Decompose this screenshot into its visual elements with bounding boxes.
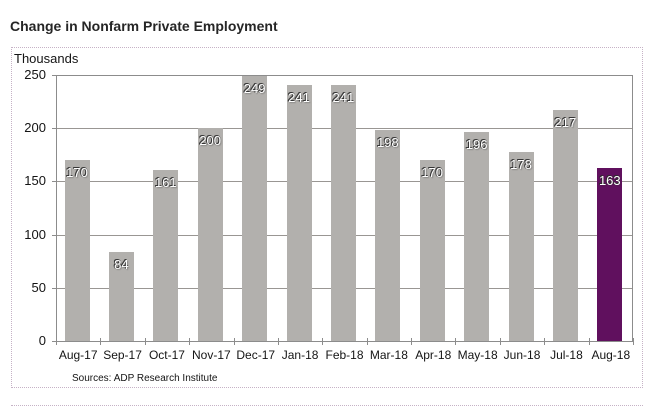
chart-title: Change in Nonfarm Private Employment — [10, 18, 278, 35]
y-axis-tick — [52, 288, 56, 289]
bar-Sep-17 — [108, 252, 134, 341]
y-axis-label-150: 150 — [24, 173, 46, 188]
y-axis-tick — [52, 181, 56, 182]
bar-May-18 — [464, 132, 490, 341]
x-axis-tick — [145, 338, 146, 345]
bar-value-label: 241 — [332, 90, 355, 105]
x-axis-label-May-18: May-18 — [457, 348, 498, 362]
x-axis-label-Dec-17: Dec-17 — [236, 348, 276, 362]
x-axis-label-Sep-17: Sep-17 — [103, 348, 142, 362]
y-axis-label-0: 0 — [38, 333, 46, 348]
bar-value-label: 170 — [421, 165, 444, 180]
x-axis-label-Jan-18: Jan-18 — [281, 348, 319, 362]
x-axis-tick — [189, 338, 190, 345]
bar-Dec-17 — [242, 76, 268, 341]
bar-value-label: 200 — [199, 133, 222, 148]
bar-Apr-18 — [419, 160, 445, 341]
source-note: Sources: ADP Research Institute — [72, 373, 218, 384]
x-axis-tick — [322, 338, 323, 345]
x-axis-label-Aug-17: Aug-17 — [58, 348, 98, 362]
bar-Oct-17 — [153, 170, 179, 341]
x-axis-tick — [278, 338, 279, 345]
x-axis-tick — [544, 338, 545, 345]
bar-Jun-18 — [508, 152, 534, 341]
bar-value-label: 170 — [66, 165, 88, 180]
cropped-next-panel-border — [11, 405, 643, 413]
bar-Nov-17 — [197, 128, 223, 341]
y-axis-units-label: Thousands — [14, 51, 79, 66]
x-axis-tick — [56, 338, 57, 345]
x-axis-label-Jul-18: Jul-18 — [550, 348, 583, 362]
bar-value-label: 178 — [510, 157, 532, 172]
bar-Jul-18 — [552, 110, 578, 341]
x-axis-label-Feb-18: Feb-18 — [325, 348, 364, 362]
plot-area: 170 84 161 200 249 241 241 198 170 196 178 217 163 — [56, 75, 633, 342]
x-axis-tick — [455, 338, 456, 345]
bar-value-label: 161 — [154, 175, 177, 190]
bar-value-label: 84 — [114, 257, 129, 272]
bar-Aug-18 — [597, 168, 623, 341]
x-axis-tick — [589, 338, 590, 345]
bar-Mar-18 — [375, 130, 401, 341]
bar-value-label: 217 — [554, 115, 577, 130]
y-axis-label-50: 50 — [31, 280, 46, 295]
y-axis-label-100: 100 — [24, 227, 46, 242]
x-axis-label-Nov-17: Nov-17 — [192, 348, 231, 362]
y-axis-tick — [52, 235, 56, 236]
y-axis-tick — [52, 341, 56, 342]
y-axis-label-200: 200 — [24, 120, 46, 135]
x-axis-label-Apr-18: Apr-18 — [415, 348, 452, 362]
bar-Jan-18 — [286, 85, 312, 341]
y-axis-tick — [52, 75, 56, 76]
bar-Aug-17 — [64, 160, 90, 341]
x-axis-label-Aug-18: Aug-18 — [591, 348, 631, 362]
bar-value-label: 241 — [288, 90, 310, 105]
bar-value-label: 163 — [598, 173, 621, 188]
x-axis-tick — [633, 338, 634, 345]
x-axis-tick — [500, 338, 501, 345]
x-axis-tick — [100, 338, 101, 345]
chart-panel: Thousands 170 84 161 200 249 241 241 198 170 196 1… — [11, 47, 643, 388]
x-axis-tick — [234, 338, 235, 345]
bar-Feb-18 — [330, 85, 356, 341]
y-axis-label-250: 250 — [24, 67, 46, 82]
bar-value-label: 196 — [465, 137, 488, 152]
bar-value-label: 198 — [376, 135, 399, 150]
y-axis-tick — [52, 128, 56, 129]
x-axis-label-Oct-17: Oct-17 — [148, 348, 185, 362]
bar-value-label: 249 — [243, 81, 266, 96]
x-axis-tick — [411, 338, 412, 345]
x-axis-tick — [367, 338, 368, 345]
x-axis-label-Jun-18: Jun-18 — [503, 348, 541, 362]
x-axis-label-Mar-18: Mar-18 — [369, 348, 408, 362]
